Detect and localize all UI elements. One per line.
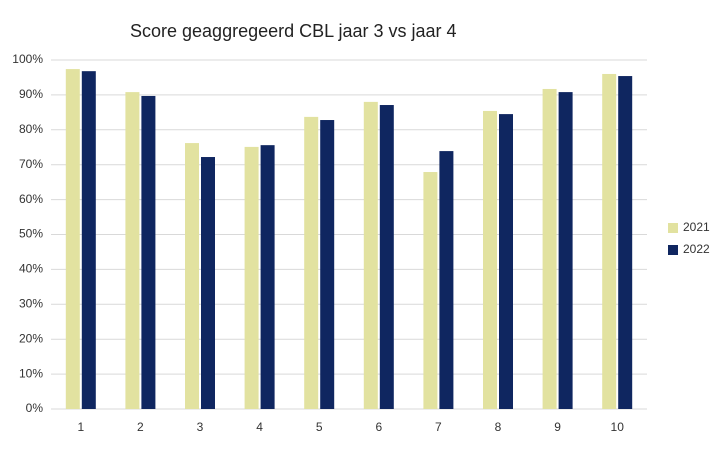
bar	[618, 76, 633, 409]
y-tick-label: 70%	[19, 157, 43, 171]
legend-label: 2021	[683, 220, 710, 234]
y-tick-label: 80%	[19, 122, 43, 136]
y-tick-label: 60%	[19, 192, 43, 206]
y-tick-label: 20%	[19, 331, 43, 345]
bar	[558, 92, 573, 409]
x-tick-label: 8	[495, 420, 502, 434]
bar	[439, 151, 454, 410]
bar	[304, 116, 319, 410]
bar	[244, 146, 259, 409]
x-tick-label: 1	[77, 420, 84, 434]
y-tick-label: 0%	[26, 401, 44, 415]
x-tick-label: 4	[256, 420, 263, 434]
y-tick-label: 100%	[12, 52, 43, 66]
x-tick-label: 10	[611, 420, 625, 434]
x-tick-label: 2	[137, 420, 144, 434]
x-tick-label: 9	[554, 420, 561, 434]
bar	[141, 95, 156, 410]
bar	[602, 73, 617, 410]
y-tick-label: 10%	[19, 366, 43, 380]
bar	[320, 120, 335, 409]
bar	[483, 110, 497, 409]
x-tick-label: 3	[197, 420, 204, 434]
bar	[201, 157, 215, 409]
bar	[65, 69, 80, 409]
bar	[423, 172, 438, 409]
bar	[363, 101, 378, 409]
y-tick-label: 50%	[19, 227, 43, 241]
y-tick-label: 30%	[19, 296, 43, 310]
bar	[81, 71, 96, 409]
y-tick-label: 90%	[19, 87, 43, 101]
y-tick-label: 40%	[19, 262, 43, 276]
x-tick-label: 7	[435, 420, 442, 434]
legend-label: 2022	[683, 242, 710, 256]
bar	[499, 114, 513, 409]
bar	[260, 145, 275, 409]
legend-swatch	[668, 245, 678, 255]
x-tick-label: 6	[375, 420, 382, 434]
bar	[379, 105, 394, 410]
bar	[542, 88, 557, 409]
bar	[125, 92, 140, 409]
bar	[185, 143, 199, 409]
x-tick-label: 5	[316, 420, 323, 434]
chart-title: Score geaggregeerd CBL jaar 3 vs jaar 4	[130, 21, 457, 41]
legend-swatch	[668, 223, 678, 233]
